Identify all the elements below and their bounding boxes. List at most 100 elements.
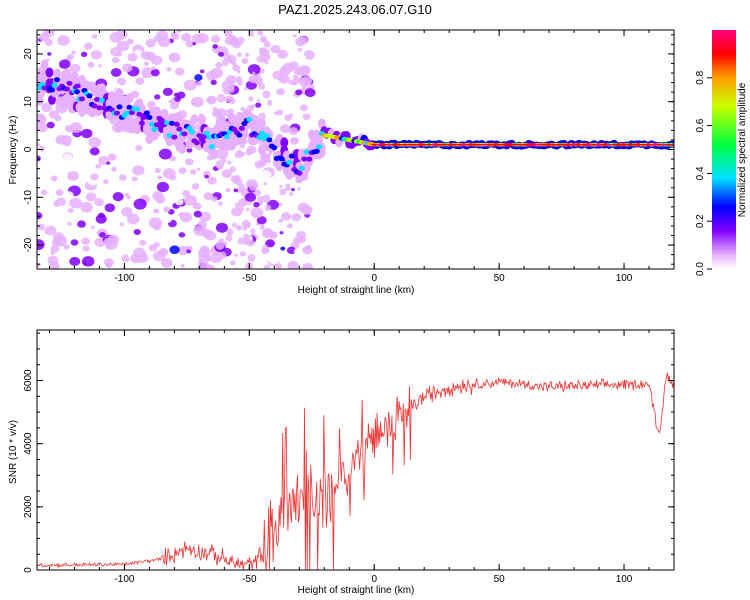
spectrogram-cell (245, 153, 257, 163)
spectrogram-cell (204, 201, 217, 212)
spectrogram-cell (63, 86, 70, 92)
spectrogram-cell (186, 147, 193, 153)
spectrogram-cell (313, 148, 320, 154)
spectrogram-cell (186, 125, 193, 131)
spectrogram-cell (158, 248, 169, 257)
spectrogram-cell (178, 232, 186, 238)
spectrogram-cell (461, 143, 468, 146)
spectrogram-cell (299, 54, 307, 61)
spectrogram-cell (265, 239, 276, 248)
spectrogram-cell (66, 222, 72, 226)
spectrogram-cell (37, 262, 41, 268)
spectrogram-cell (240, 106, 246, 112)
spectrogram-cell (287, 260, 299, 269)
snr-x-tick-label: -100 (114, 574, 134, 585)
spectrogram-cell (153, 34, 163, 43)
spectrogram-cell (193, 225, 207, 237)
spectrogram-cell (45, 31, 50, 35)
spectrogram-cell (234, 185, 239, 189)
spectrogram-cell (151, 127, 158, 133)
spectrogram-cell (207, 96, 216, 104)
spectrogram-cell (141, 114, 148, 120)
spectrogram-cell (278, 202, 283, 207)
spectrogram-cell (163, 120, 170, 126)
spectrogram-cell (69, 197, 83, 209)
spectrogram-cell (127, 53, 138, 62)
spectrogram-cell (436, 143, 443, 146)
spectrogram-cell (386, 143, 393, 146)
spectrogram-cell (291, 137, 299, 143)
spectrogram-cell (275, 101, 287, 111)
spectrogram-cell (218, 51, 225, 57)
spectrogram-cell (70, 239, 79, 246)
spectrogram-cell (71, 50, 77, 55)
spectrogram-cell (531, 143, 538, 146)
spectrogram-cell (276, 189, 281, 194)
spectrogram-cell (170, 31, 178, 37)
spectrogram-cell (381, 143, 388, 146)
spectrogram-cell (208, 144, 215, 150)
snr-series-line (37, 372, 674, 570)
spectrogram-cell (199, 69, 205, 74)
spectrogram-cell (81, 256, 95, 267)
spectrogram-cell (136, 111, 143, 117)
spectrogram-cell (441, 143, 448, 146)
spectrogram-cell (111, 166, 117, 172)
spectrogram-cell (153, 208, 158, 213)
spectrogram-cell (38, 81, 45, 87)
spectrogram-cell (234, 253, 239, 257)
spectrogram-cell (78, 96, 85, 102)
spectrogram-cell (250, 228, 256, 234)
spectrogram-cell (235, 225, 243, 231)
spectrogram-cell (236, 69, 241, 74)
spectrogram-cell (297, 187, 301, 191)
spectrogram-cell (133, 198, 147, 210)
snr-y-tick-label: 6000 (23, 369, 34, 392)
spectrogram-cell (371, 143, 378, 146)
spectrogram-cell (38, 145, 46, 152)
spectrogram-cell (67, 208, 74, 214)
spectrogram-cell (471, 143, 478, 146)
spectrogram-cell (142, 74, 147, 79)
spectrogram-cell (606, 143, 613, 146)
spectrogram-cell (69, 256, 81, 267)
spectrogram-cell (158, 117, 165, 123)
spectrogram-cell (225, 188, 231, 193)
snr-y-tick-label: 4000 (23, 432, 34, 455)
spectrogram-cell (220, 157, 227, 164)
spectrogram-cell (238, 125, 245, 131)
spectrogram-cell (48, 87, 55, 93)
spectrogram-cell (566, 143, 573, 146)
snr-panel: -100 -50 0 50 100 0 2000 4000 6000 Height of st… (8, 329, 675, 596)
spectrogram-cell (63, 190, 74, 200)
spectrogram-cell (257, 30, 264, 36)
spectrogram-cell (196, 60, 203, 67)
spectrogram-cell (248, 182, 258, 191)
spectrogram-cell (226, 174, 230, 178)
spectrogram-cell (50, 244, 60, 253)
spectrogram-cell (596, 143, 603, 146)
spectrogram-cell (99, 232, 106, 238)
spectrogram-cell (161, 214, 173, 224)
spectrogram-cell (55, 197, 67, 206)
spectrogram-cell (206, 134, 213, 140)
spectrogram-cell (481, 143, 488, 146)
spectrogram-cell (44, 48, 49, 52)
spectrogram-cell (153, 122, 160, 128)
spectrogram-cell (280, 124, 291, 133)
spectrogram-x-label: Height of straight line (km) (298, 285, 415, 296)
spectrogram-cell (526, 143, 533, 146)
spectrogram-cell (125, 93, 134, 104)
spectrogram-cell (236, 52, 242, 58)
spectrogram-cell (40, 189, 48, 196)
spectrogram-cell (317, 118, 326, 129)
snr-x-axis: -100 -50 0 50 100 (48, 330, 675, 585)
spectrogram-cell (303, 149, 310, 155)
spectrogram-cell (44, 38, 53, 46)
spectrogram-cell (119, 222, 125, 227)
spectrogram-cell (62, 153, 73, 162)
spectrogram-cell (60, 135, 72, 145)
spectrogram-cell (55, 236, 68, 247)
spectrogram-cell (119, 174, 127, 181)
